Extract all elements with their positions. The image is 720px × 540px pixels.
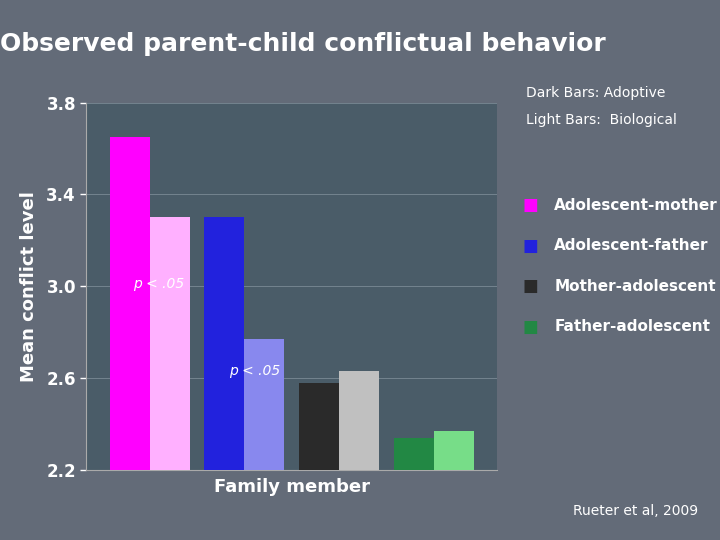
Text: Mother-adolescent: Mother-adolescent: [554, 279, 716, 294]
Text: Dark Bars: Adoptive: Dark Bars: Adoptive: [526, 86, 665, 100]
Text: Rueter et al, 2009: Rueter et al, 2009: [573, 504, 698, 518]
Text: Light Bars:  Biological: Light Bars: Biological: [526, 113, 677, 127]
Text: Observed parent-child conflictual behavior: Observed parent-child conflictual behavi…: [0, 32, 606, 56]
Bar: [244, 339, 284, 470]
Text: p < .05: p < .05: [230, 364, 281, 378]
Bar: [150, 218, 189, 470]
Y-axis label: Mean conflict level: Mean conflict level: [20, 191, 38, 382]
X-axis label: Family member: Family member: [214, 478, 369, 496]
Text: ■: ■: [522, 196, 538, 214]
Text: Adolescent-father: Adolescent-father: [554, 238, 709, 253]
Bar: [433, 431, 474, 470]
Text: ■: ■: [522, 277, 538, 295]
Text: ■: ■: [522, 237, 538, 255]
Bar: [204, 218, 244, 470]
Bar: [109, 137, 150, 470]
Text: p < .05: p < .05: [132, 277, 184, 291]
Text: ■: ■: [522, 318, 538, 336]
Bar: [299, 383, 339, 470]
Bar: [394, 438, 433, 470]
Text: Adolescent-mother: Adolescent-mother: [554, 198, 718, 213]
Bar: [339, 371, 379, 470]
Text: Father-adolescent: Father-adolescent: [554, 319, 711, 334]
